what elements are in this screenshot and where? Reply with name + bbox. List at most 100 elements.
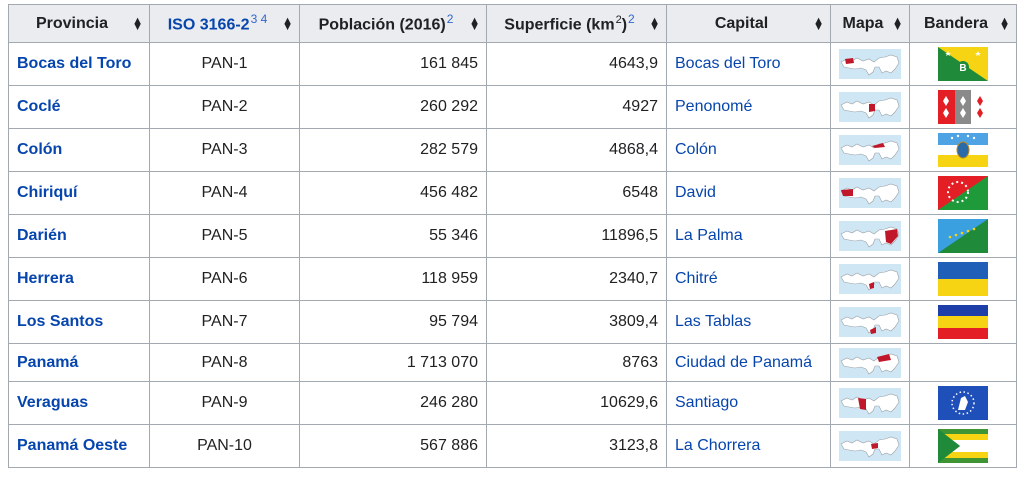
sort-icon[interactable]: ▲ ▼ bbox=[469, 14, 480, 33]
capital-link[interactable]: Penonomé bbox=[675, 98, 753, 115]
header-provincia[interactable]: Provincia ▲ ▼ bbox=[8, 4, 150, 43]
mapa-cell bbox=[830, 424, 910, 468]
provincia-link[interactable]: Bocas del Toro bbox=[17, 55, 132, 72]
table-row: Panamá PAN-8 1 713 070 8763 Ciudad de Pa… bbox=[8, 343, 1017, 382]
iso-cell: PAN-7 bbox=[149, 300, 300, 344]
iso-refs[interactable]: 3 4 bbox=[250, 12, 268, 27]
provincia-link[interactable]: Chiriquí bbox=[17, 184, 78, 201]
herrera-flag[interactable] bbox=[938, 262, 988, 296]
capital-link[interactable]: La Chorrera bbox=[675, 437, 761, 454]
colon-flag[interactable] bbox=[938, 133, 988, 167]
poblacion-cell: 1 713 070 bbox=[299, 343, 487, 382]
veraguas-map[interactable] bbox=[839, 388, 901, 418]
table-row: Panamá Oeste PAN-10 567 886 3123,8 La Ch… bbox=[8, 424, 1017, 468]
table-row: Coclé PAN-2 260 292 4927 Penonomé bbox=[8, 85, 1017, 129]
bandera-cell bbox=[909, 424, 1017, 468]
bandera-cell bbox=[909, 85, 1017, 129]
panama-oeste-flag[interactable] bbox=[938, 429, 988, 463]
sort-icon[interactable]: ▲ ▼ bbox=[892, 14, 903, 33]
sort-icon[interactable]: ▲ ▼ bbox=[813, 14, 824, 33]
capital-cell: Ciudad de Panamá bbox=[666, 343, 831, 382]
sort-icon[interactable]: ▲ ▼ bbox=[999, 14, 1010, 33]
cocle-map[interactable] bbox=[839, 92, 901, 122]
sort-icon[interactable]: ▲ ▼ bbox=[132, 14, 143, 33]
capital-link[interactable]: David bbox=[675, 184, 716, 201]
poblacion-cell: 118 959 bbox=[299, 257, 487, 301]
provincia-link[interactable]: Veraguas bbox=[17, 394, 89, 411]
header-capital[interactable]: Capital ▲ ▼ bbox=[666, 4, 831, 43]
panama-oeste-map[interactable] bbox=[839, 431, 901, 461]
provincia-cell: Chiriquí bbox=[8, 171, 150, 215]
superficie-cell: 3809,4 bbox=[486, 300, 667, 344]
colon-map[interactable] bbox=[839, 135, 901, 165]
provincia-cell: Darién bbox=[8, 214, 150, 258]
provincia-cell: Bocas del Toro bbox=[8, 42, 150, 86]
table-header-row: Provincia ▲ ▼ ISO 3166-23 4 ▲ ▼ Población (2… bbox=[8, 4, 1017, 43]
capital-link[interactable]: Colón bbox=[675, 141, 717, 158]
provincia-cell: Panamá Oeste bbox=[8, 424, 150, 468]
table-row: Herrera PAN-6 118 959 2340,7 Chitré bbox=[8, 257, 1017, 301]
superficie-cell: 8763 bbox=[486, 343, 667, 382]
poblacion-cell: 95 794 bbox=[299, 300, 487, 344]
provincia-link[interactable]: Los Santos bbox=[17, 313, 104, 330]
header-superficie[interactable]: Superficie (km2)2 ▲ ▼ bbox=[486, 4, 667, 43]
chiriqui-flag[interactable] bbox=[938, 176, 988, 210]
los-santos-flag[interactable] bbox=[938, 305, 988, 339]
chiriqui-map[interactable] bbox=[839, 178, 901, 208]
capital-link[interactable]: Bocas del Toro bbox=[675, 55, 781, 72]
veraguas-flag[interactable] bbox=[938, 386, 988, 420]
capital-cell: Penonomé bbox=[666, 85, 831, 129]
cocle-flag[interactable] bbox=[938, 90, 988, 124]
capital-link[interactable]: Ciudad de Panamá bbox=[675, 353, 812, 371]
bocas-del-toro-map[interactable] bbox=[839, 49, 901, 79]
capital-cell: Santiago bbox=[666, 381, 831, 425]
iso-cell: PAN-8 bbox=[149, 343, 300, 382]
provincia-cell: Veraguas bbox=[8, 381, 150, 425]
bocas-del-toro-flag[interactable]: B bbox=[938, 47, 988, 81]
provincia-link[interactable]: Panamá bbox=[17, 353, 79, 371]
poblacion-ref[interactable]: 2 bbox=[446, 12, 454, 27]
bandera-cell bbox=[909, 381, 1017, 425]
capital-cell: La Palma bbox=[666, 214, 831, 258]
provincia-link[interactable]: Panamá Oeste bbox=[17, 437, 128, 454]
superficie-cell: 11896,5 bbox=[486, 214, 667, 258]
provincia-cell: Colón bbox=[8, 128, 150, 172]
superficie-ref[interactable]: 2 bbox=[628, 12, 635, 27]
darien-map[interactable] bbox=[839, 221, 901, 251]
header-iso[interactable]: ISO 3166-23 4 ▲ ▼ bbox=[149, 4, 300, 43]
herrera-map[interactable] bbox=[839, 264, 901, 294]
darien-flag[interactable] bbox=[938, 219, 988, 253]
capital-link[interactable]: Santiago bbox=[675, 394, 739, 411]
poblacion-cell: 55 346 bbox=[299, 214, 487, 258]
header-poblacion[interactable]: Población (2016)2 ▲ ▼ bbox=[299, 4, 487, 43]
iso-3166-2-link[interactable]: ISO 3166-2 bbox=[167, 16, 250, 34]
poblacion-cell: 260 292 bbox=[299, 85, 487, 129]
provincia-link[interactable]: Herrera bbox=[17, 270, 74, 287]
mapa-cell bbox=[830, 381, 910, 425]
bandera-cell bbox=[909, 171, 1017, 215]
iso-cell: PAN-9 bbox=[149, 381, 300, 425]
provincia-cell: Panamá bbox=[8, 343, 150, 382]
poblacion-cell: 456 482 bbox=[299, 171, 487, 215]
provincia-link[interactable]: Coclé bbox=[17, 98, 61, 115]
superficie-cell: 4868,4 bbox=[486, 128, 667, 172]
capital-link[interactable]: Las Tablas bbox=[675, 313, 752, 330]
capital-link[interactable]: La Palma bbox=[675, 227, 743, 244]
capital-link[interactable]: Chitré bbox=[675, 270, 718, 287]
header-bandera[interactable]: Bandera ▲ ▼ bbox=[909, 4, 1017, 43]
iso-cell: PAN-5 bbox=[149, 214, 300, 258]
los-santos-map[interactable] bbox=[839, 307, 901, 337]
capital-cell: David bbox=[666, 171, 831, 215]
panama-map[interactable] bbox=[839, 347, 901, 378]
superficie-cell: 2340,7 bbox=[486, 257, 667, 301]
poblacion-cell: 282 579 bbox=[299, 128, 487, 172]
header-mapa[interactable]: Mapa ▲ ▼ bbox=[830, 4, 910, 43]
sort-icon[interactable]: ▲ ▼ bbox=[649, 14, 660, 33]
iso-cell: PAN-4 bbox=[149, 171, 300, 215]
sort-icon[interactable]: ▲ ▼ bbox=[282, 14, 293, 33]
bandera-cell bbox=[909, 257, 1017, 301]
capital-cell: La Chorrera bbox=[666, 424, 831, 468]
provincia-link[interactable]: Darién bbox=[17, 227, 67, 244]
provincia-link[interactable]: Colón bbox=[17, 141, 63, 158]
mapa-cell bbox=[830, 257, 910, 301]
